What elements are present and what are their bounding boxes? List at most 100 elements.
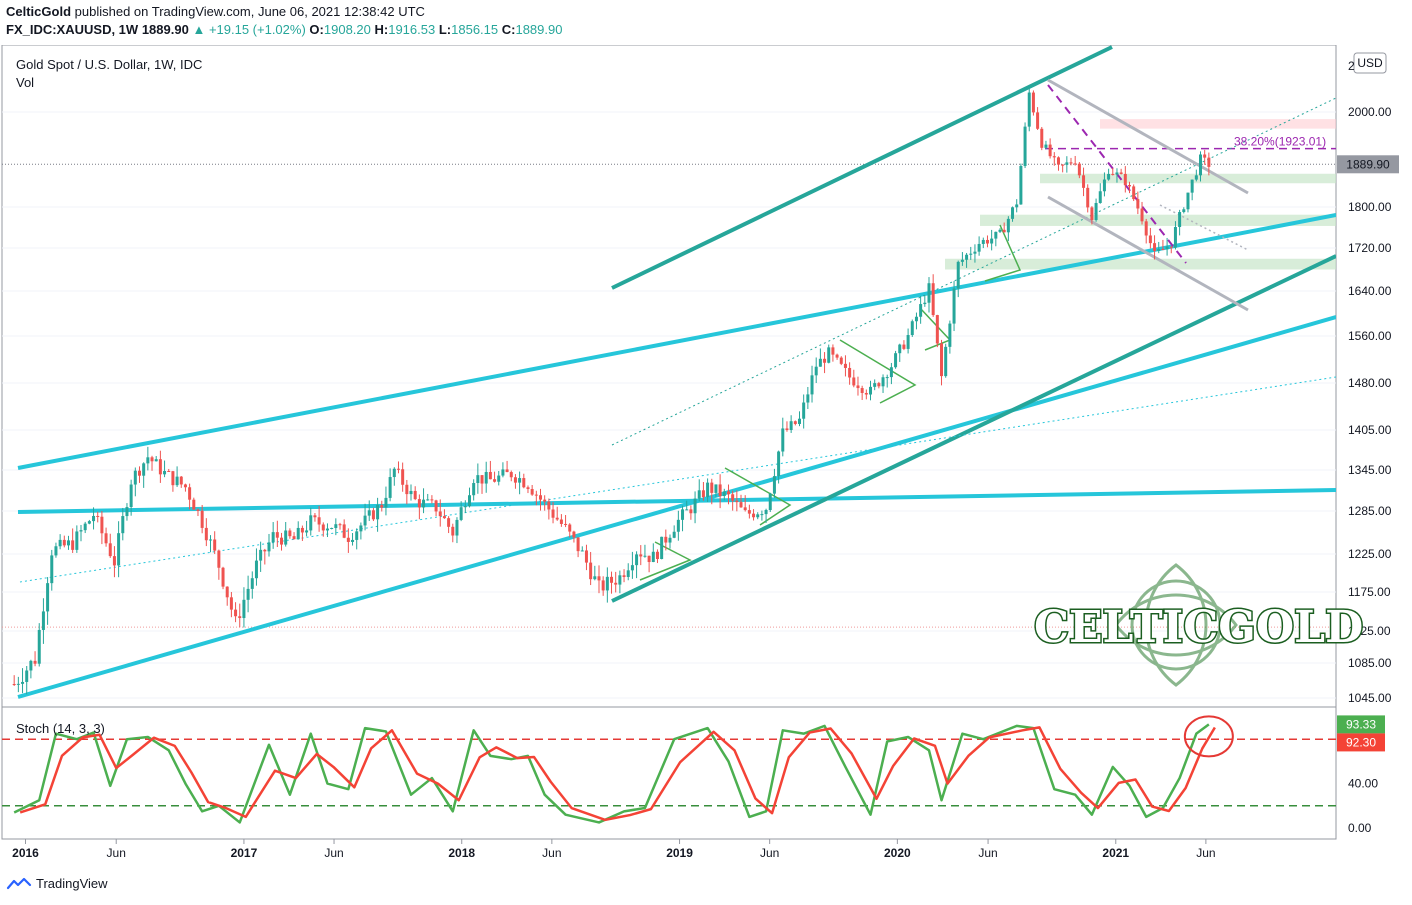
candle-body	[225, 586, 229, 598]
candle-body	[714, 484, 718, 493]
candle-body	[894, 353, 898, 368]
chart-subtitle: Vol	[16, 75, 34, 90]
candle-body	[392, 468, 396, 478]
y-axis-tick: 1125.00	[1348, 624, 1391, 638]
pattern-triangle	[984, 224, 1022, 282]
candle-body	[188, 487, 192, 500]
candle-body	[275, 532, 279, 538]
y-axis-tick: 1285.00	[1348, 504, 1392, 518]
candle-body	[818, 358, 822, 367]
candle-body	[1194, 175, 1198, 180]
channel-upper-line	[611, 45, 1113, 290]
candle-body	[910, 321, 914, 336]
candle-body	[681, 509, 685, 520]
candle-body	[1015, 204, 1019, 208]
candle-body	[789, 421, 793, 430]
candle-body	[580, 550, 584, 552]
candle-body	[885, 377, 889, 379]
candle-body	[1148, 235, 1152, 244]
stoch-highlight-circle	[1183, 715, 1234, 758]
stoch-pane	[2, 723, 1336, 824]
candle-body	[1006, 218, 1010, 233]
candle-body	[146, 457, 150, 464]
candle-body	[1186, 192, 1190, 210]
candle-body	[472, 483, 476, 496]
candle-body	[1019, 165, 1023, 205]
stoch-k-line	[13, 723, 1210, 824]
candle-body	[735, 500, 739, 503]
candle-body	[927, 283, 931, 303]
candle-body	[16, 683, 20, 685]
candle-body	[785, 428, 789, 430]
publish-line: CelticGold published on TradingView.com,…	[6, 4, 425, 19]
candle-body	[1094, 202, 1098, 221]
candle-body	[693, 498, 697, 514]
candle-body	[593, 576, 597, 580]
candle-body	[367, 510, 371, 516]
candle-body	[768, 493, 772, 510]
candle-body	[726, 491, 730, 495]
candle-body	[58, 539, 62, 547]
candle-body	[121, 516, 125, 534]
candle-body	[655, 551, 659, 560]
footer-brand[interactable]: TradingView	[6, 876, 108, 891]
currency-button[interactable]: USD	[1353, 52, 1387, 74]
footer-brand-text: TradingView	[36, 876, 108, 891]
candle-body	[547, 501, 551, 510]
candle-body	[317, 517, 321, 525]
candle-body	[756, 514, 760, 518]
symbol-label[interactable]: FX_IDC:XAUUSD, 1W	[6, 22, 139, 37]
candle-body	[1182, 209, 1186, 213]
main-pane	[2, 45, 1336, 699]
stoch-k-tag-text: 93.33	[1346, 717, 1376, 731]
candle-body	[772, 476, 776, 494]
candle-body	[643, 555, 647, 557]
candle-body	[413, 490, 417, 500]
publisher-name[interactable]: CelticGold	[6, 4, 72, 19]
candle-body	[839, 357, 843, 364]
y-axis-top-label: 2	[1348, 59, 1355, 73]
candle-body	[651, 551, 655, 563]
candle-body	[250, 578, 254, 589]
candle-body	[697, 490, 701, 499]
candle-body	[605, 576, 609, 591]
candle-body	[25, 670, 29, 682]
candle-body	[476, 475, 480, 484]
candle-body	[221, 567, 225, 587]
candle-body	[1073, 163, 1077, 165]
candle-body	[108, 543, 112, 557]
x-axis-tick: Jun	[324, 846, 343, 860]
candle-body	[488, 471, 492, 480]
candle-body	[112, 556, 116, 566]
candle-body	[342, 524, 346, 538]
candle-body	[764, 509, 768, 515]
chart-area[interactable]: 2000.00 1800.00 1720.00 1640.00 1560.00 1480.…	[0, 45, 1412, 865]
candle-body	[401, 469, 405, 485]
candle-body	[1065, 162, 1069, 165]
candle-body	[142, 463, 146, 476]
candle-body	[254, 560, 258, 579]
candle-body	[154, 459, 158, 462]
candle-body	[96, 515, 100, 517]
candle-body	[426, 499, 430, 501]
y-axis-tick: 2000.00	[1348, 105, 1392, 119]
candle-body	[313, 515, 317, 518]
candle-body	[760, 514, 764, 516]
candle-body	[442, 516, 446, 519]
x-axis-tick: 2017	[231, 846, 258, 860]
candle-body	[1199, 154, 1203, 176]
support-zone	[1040, 173, 1336, 184]
candle-body	[163, 471, 167, 475]
candle-body	[1040, 128, 1044, 148]
candle-body	[564, 523, 568, 525]
candle-body	[338, 524, 342, 526]
last-price: 1889.90	[141, 22, 189, 37]
fib-label: 38.20%(1923.01)	[1234, 135, 1326, 149]
candle-body	[259, 549, 263, 561]
candle-body	[1031, 92, 1035, 113]
candle-body	[618, 575, 622, 585]
y-axis-tick: 1175.00	[1348, 585, 1391, 599]
low-value: 1856.15	[451, 22, 499, 37]
candle-body	[584, 550, 588, 563]
candle-body	[300, 527, 304, 533]
